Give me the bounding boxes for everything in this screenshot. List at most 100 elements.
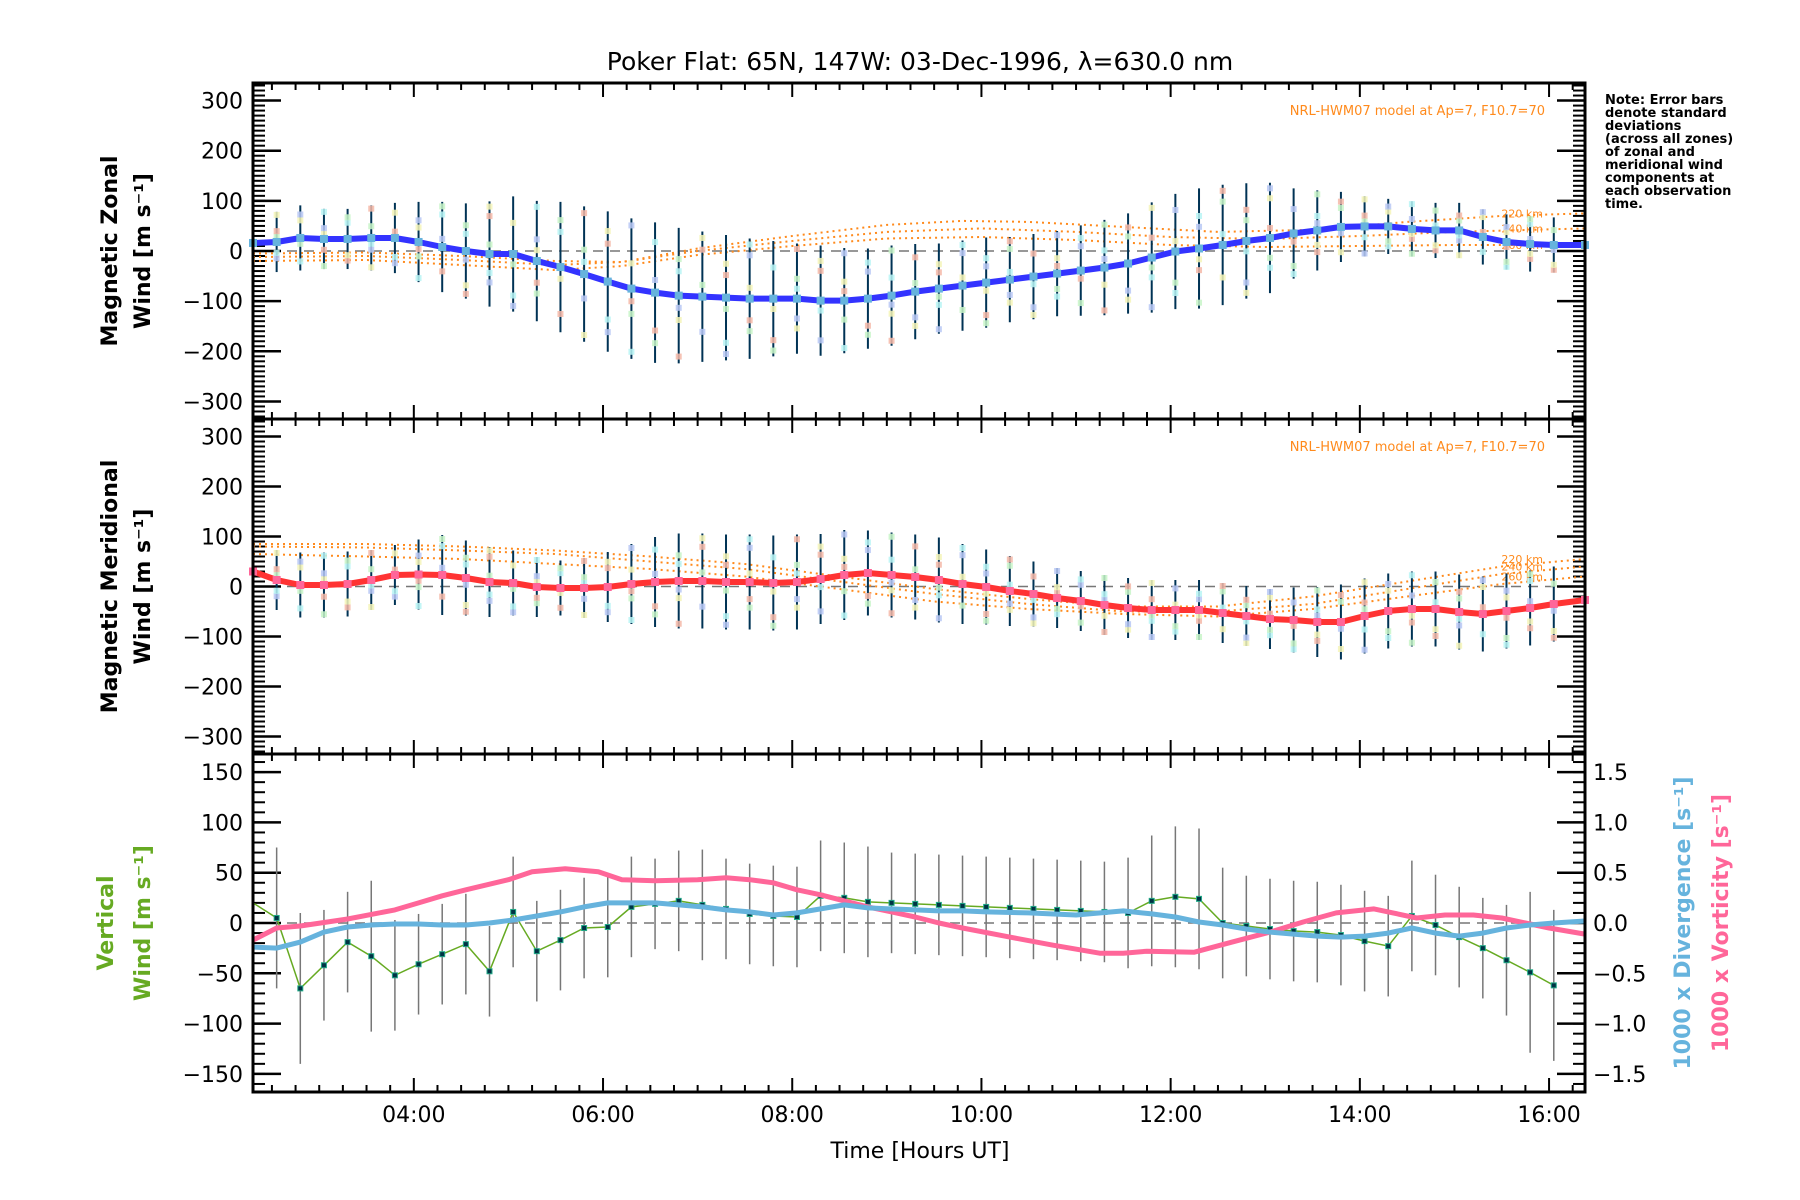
meridional-wind-point xyxy=(698,577,707,585)
zone-marker xyxy=(1550,634,1557,641)
zone-marker xyxy=(959,552,966,559)
zone-marker xyxy=(320,246,327,253)
zone-marker xyxy=(959,250,966,257)
zone-marker xyxy=(864,259,871,266)
zone-marker xyxy=(581,579,588,586)
zone-marker xyxy=(1030,620,1037,627)
zone-marker xyxy=(1266,264,1273,271)
vertical-wind-point xyxy=(320,962,327,969)
zone-marker xyxy=(1077,243,1084,250)
x-tick-label: 04:00 xyxy=(382,1103,445,1128)
zone-marker xyxy=(888,610,895,617)
zone-marker xyxy=(841,563,848,570)
meridional-wind-point xyxy=(1124,604,1133,612)
zone-marker xyxy=(935,584,942,591)
zone-marker xyxy=(415,552,422,559)
meridional-wind-point xyxy=(1029,590,1038,598)
zonal-wind-point xyxy=(911,287,920,296)
zone-marker xyxy=(841,278,848,285)
zone-marker xyxy=(652,239,659,246)
zonal-wind-point xyxy=(296,233,305,242)
zone-marker xyxy=(533,573,540,580)
zone-marker xyxy=(1550,246,1557,253)
zone-marker xyxy=(604,240,611,247)
zonal-wind-point xyxy=(982,278,991,287)
zonal-wind-point xyxy=(272,237,281,246)
zonal-wind-point xyxy=(1147,253,1156,262)
meridional-wind-point xyxy=(1147,606,1156,614)
vertical-wind-point xyxy=(1148,897,1155,904)
zone-marker xyxy=(935,326,942,333)
y-tick-label: 0 xyxy=(229,576,243,601)
zone-marker xyxy=(1290,622,1297,629)
zone-marker xyxy=(864,268,871,275)
zone-marker xyxy=(699,569,706,576)
meridional-wind-point xyxy=(367,576,376,584)
y2-tick-label: 1.5 xyxy=(1593,761,1628,786)
meridional-wind-point xyxy=(390,571,399,579)
zonal-wind-point xyxy=(1029,272,1038,281)
zone-marker xyxy=(723,272,730,279)
zonal-wind-point xyxy=(580,270,589,279)
zone-marker xyxy=(1408,619,1415,626)
zone-marker xyxy=(1337,230,1344,237)
zone-marker xyxy=(1385,581,1392,587)
vertical-wind-point xyxy=(864,898,871,905)
zone-marker xyxy=(557,310,564,317)
zone-marker xyxy=(368,246,375,253)
zone-marker xyxy=(1101,221,1108,228)
zonal-wind-point xyxy=(1124,259,1133,268)
zone-marker xyxy=(604,228,611,235)
zone-marker xyxy=(888,533,895,540)
zone-marker xyxy=(723,621,730,628)
zone-marker xyxy=(841,288,848,295)
vertical-wind-point xyxy=(439,951,446,958)
zonal-wind-point xyxy=(722,293,731,302)
vertical-wind-point xyxy=(888,899,895,906)
meridional-wind-point xyxy=(1171,606,1180,614)
zone-marker xyxy=(841,588,848,595)
zone-marker xyxy=(1077,300,1084,307)
zone-marker xyxy=(533,279,540,286)
zone-marker xyxy=(935,301,942,308)
y-tick-label: 100 xyxy=(201,811,243,836)
meridional-wind-point xyxy=(1218,609,1227,617)
zone-marker xyxy=(1432,222,1439,229)
zone-marker xyxy=(793,604,800,611)
zone-marker xyxy=(462,290,469,297)
zone-marker xyxy=(320,208,327,215)
meridional-wind-point xyxy=(651,578,660,586)
zone-marker xyxy=(912,254,919,261)
zone-marker xyxy=(935,293,942,300)
meridional-wind-point xyxy=(1336,618,1345,626)
zone-marker xyxy=(817,257,824,264)
meridional-wind-point xyxy=(509,579,518,587)
model-altitude-label: 240 km xyxy=(1501,561,1543,574)
zonal-wind-point xyxy=(627,284,636,293)
y-tick-label: 200 xyxy=(201,476,243,501)
zone-marker xyxy=(486,553,493,560)
x-tick-label: 08:00 xyxy=(761,1103,824,1128)
zone-marker xyxy=(1077,275,1084,282)
zone-marker xyxy=(1172,290,1179,297)
note-line: deviations xyxy=(1605,119,1682,134)
zone-marker xyxy=(746,604,753,611)
zone-marker xyxy=(415,246,422,253)
zone-marker xyxy=(368,223,375,230)
zone-marker xyxy=(1408,639,1415,646)
zone-marker xyxy=(1125,626,1132,633)
zone-marker xyxy=(1503,614,1510,621)
zone-marker xyxy=(1030,311,1037,318)
y-tick-label: −100 xyxy=(183,626,243,651)
zone-marker xyxy=(462,554,469,561)
zone-marker xyxy=(912,543,919,550)
zone-marker xyxy=(391,593,398,600)
zone-marker xyxy=(320,230,327,237)
zone-marker xyxy=(344,604,351,611)
zone-marker xyxy=(1408,250,1415,257)
note-line: each observation xyxy=(1605,184,1731,199)
meridional-wind-point xyxy=(1242,612,1251,620)
zone-marker xyxy=(557,275,564,282)
zone-marker xyxy=(652,546,659,553)
zone-marker xyxy=(841,250,848,257)
